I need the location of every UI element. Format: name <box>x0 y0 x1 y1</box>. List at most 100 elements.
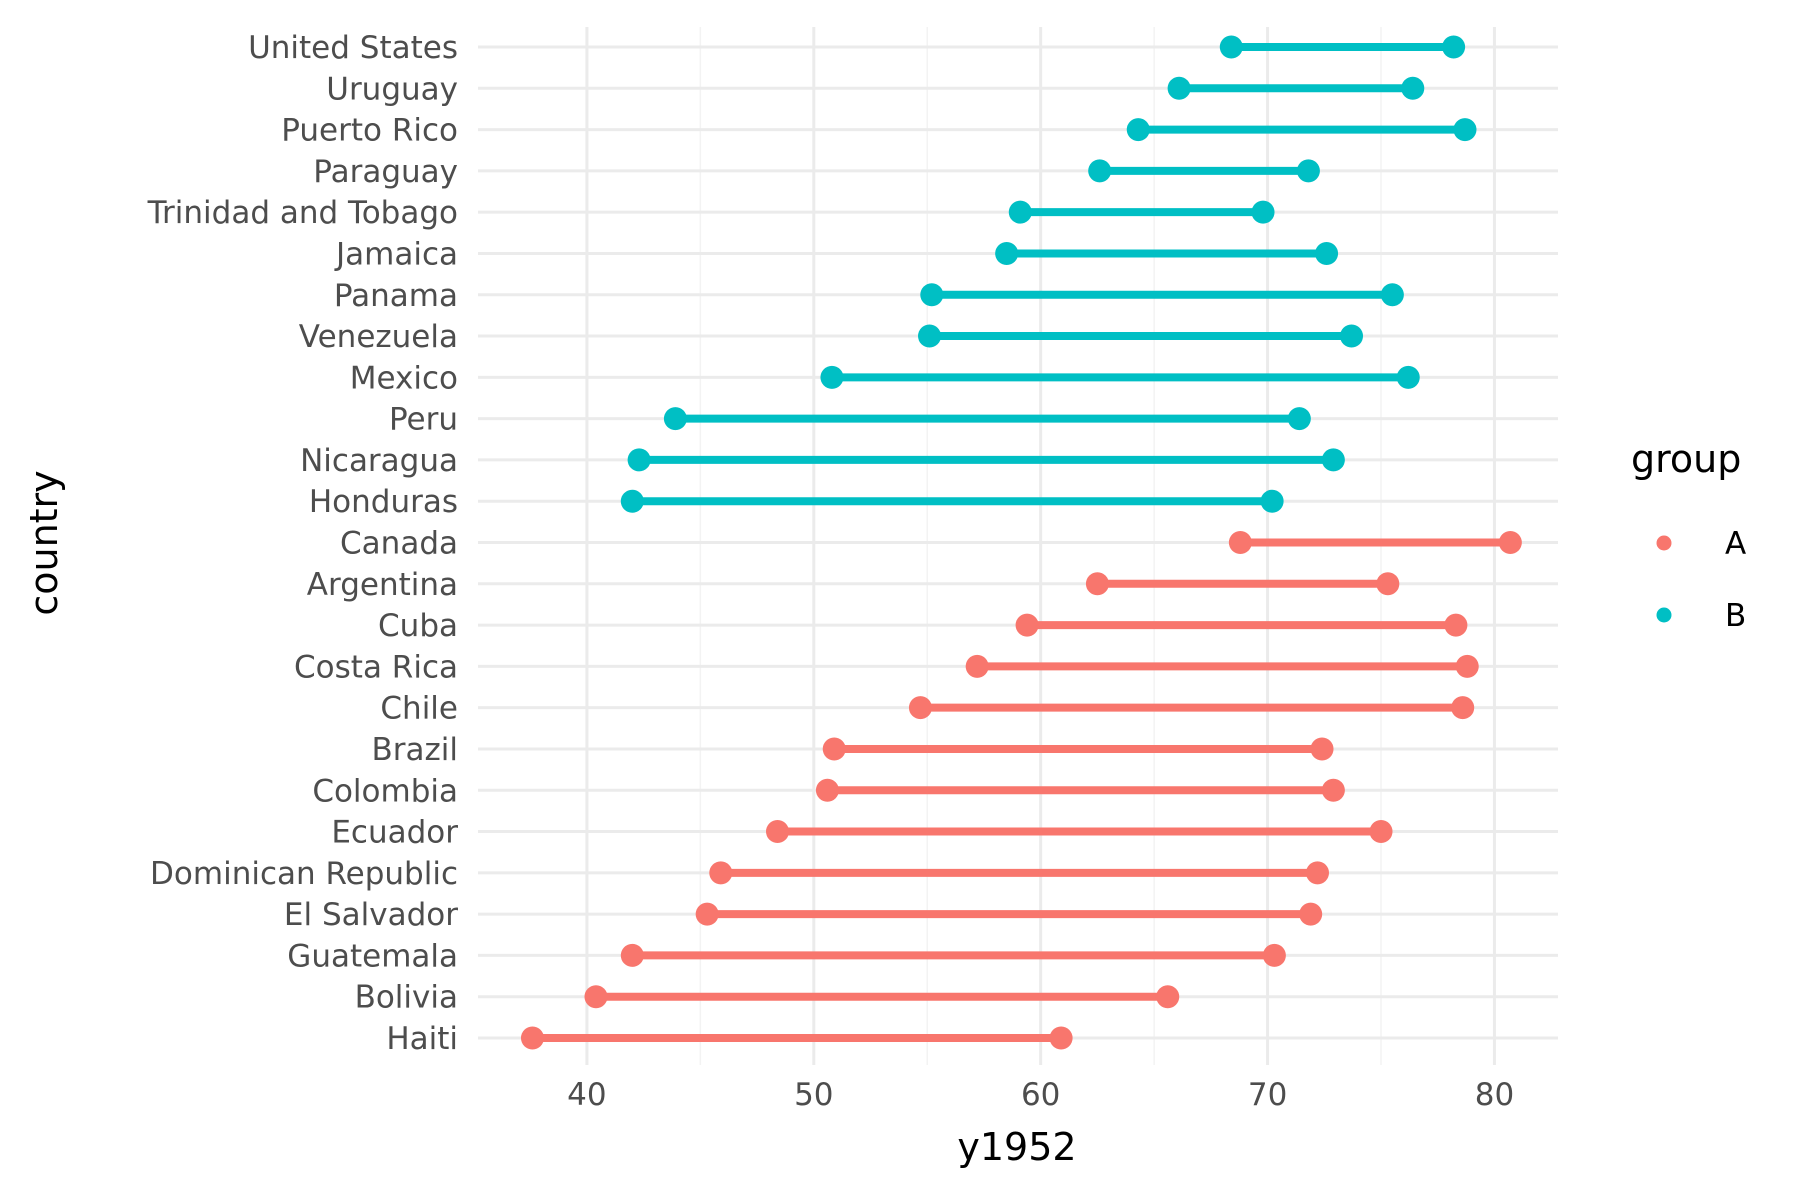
end-point <box>1401 76 1425 100</box>
dumbbell-row <box>820 365 1420 389</box>
end-point <box>1156 985 1180 1009</box>
end-point <box>1451 696 1475 720</box>
dumbbell-row <box>965 654 1479 678</box>
y-tick-label: Argentina <box>307 567 458 603</box>
dumbbell-row <box>815 778 1345 802</box>
start-point <box>1167 76 1191 100</box>
end-point <box>1321 778 1345 802</box>
dumbbell-row <box>1015 613 1468 637</box>
end-point <box>1444 613 1468 637</box>
y-tick-label: Jamaica <box>334 236 458 272</box>
end-point <box>1380 283 1404 307</box>
start-point <box>995 241 1019 265</box>
start-point <box>1008 200 1032 224</box>
end-point <box>1296 159 1320 183</box>
x-tick-label: 50 <box>794 1077 833 1113</box>
dumbbell-row <box>584 985 1180 1009</box>
y-tick-label: Uruguay <box>326 71 458 107</box>
y-tick-label: Costa Rica <box>294 649 458 685</box>
end-point <box>1299 902 1323 926</box>
dumbbell-row <box>908 696 1475 720</box>
end-point <box>1262 943 1286 967</box>
y-tick-label: Canada <box>340 526 458 562</box>
end-point <box>1049 1026 1073 1050</box>
end-point <box>1396 365 1420 389</box>
y-tick-label: Panama <box>334 278 458 314</box>
x-axis-ticks: 40 50 60 70 80 <box>567 1077 1514 1113</box>
legend-entry: B <box>1656 598 1746 634</box>
x-tick-label: 60 <box>1021 1077 1060 1113</box>
legend-key <box>1656 535 1672 551</box>
end-point <box>1287 407 1311 431</box>
dumbbell-row <box>1085 572 1400 596</box>
legend-label: B <box>1725 598 1746 634</box>
start-point <box>965 654 989 678</box>
y-tick-label: Guatemala <box>287 938 458 974</box>
dumbbell-row <box>995 241 1339 265</box>
x-tick-label: 80 <box>1475 1077 1514 1113</box>
start-point <box>709 861 733 885</box>
legend-key <box>1656 607 1672 623</box>
start-point <box>815 778 839 802</box>
start-point <box>820 365 844 389</box>
start-point <box>918 324 942 348</box>
dumbbell-row <box>620 943 1286 967</box>
y-tick-label: El Salvador <box>284 897 458 933</box>
end-point <box>1340 324 1364 348</box>
dumbbell-row <box>1008 200 1275 224</box>
end-point <box>1310 737 1334 761</box>
y-tick-label: United States <box>248 30 458 66</box>
x-tick-label: 70 <box>1248 1077 1287 1113</box>
start-point <box>1228 531 1252 554</box>
dumbbell-row <box>663 407 1311 431</box>
end-point <box>1315 241 1339 265</box>
dumbbell-row <box>1126 118 1477 142</box>
legend-entry: A <box>1656 526 1746 562</box>
y-tick-label: Ecuador <box>331 815 458 851</box>
dumbbell-row <box>822 737 1334 761</box>
y-tick-label: Paraguay <box>313 154 458 190</box>
start-point <box>520 1026 544 1050</box>
end-point <box>1498 531 1522 554</box>
dumbbell-row <box>695 902 1323 926</box>
dumbbell-row <box>765 820 1393 844</box>
legend-label: A <box>1725 526 1746 562</box>
y-axis-title: country <box>22 470 66 615</box>
start-point <box>908 696 932 720</box>
start-point <box>1126 118 1150 142</box>
end-point <box>1455 654 1479 678</box>
start-point <box>1015 613 1039 637</box>
start-point <box>620 943 644 967</box>
end-point <box>1442 35 1466 59</box>
legend-title: group <box>1631 437 1741 481</box>
end-point <box>1305 861 1329 885</box>
start-point <box>1088 159 1112 183</box>
start-point <box>920 283 944 307</box>
end-point <box>1376 572 1400 596</box>
y-tick-label: Colombia <box>312 773 458 809</box>
dumbbell-row <box>520 1026 1073 1050</box>
dumbbell-row <box>1228 531 1522 554</box>
y-tick-label: Honduras <box>309 484 458 520</box>
end-point <box>1251 200 1275 224</box>
dumbbell-row <box>1167 76 1425 100</box>
start-point <box>695 902 719 926</box>
end-point <box>1321 448 1345 472</box>
y-axis-ticks: United States Uruguay Puerto Rico Paraguay T… <box>147 30 459 1057</box>
end-point <box>1453 118 1477 142</box>
y-tick-label: Haiti <box>386 1021 458 1057</box>
x-axis-title: y1952 <box>957 1125 1076 1169</box>
start-point <box>822 737 846 761</box>
y-tick-label: Dominican Republic <box>150 856 458 892</box>
y-tick-label: Nicaragua <box>300 443 458 479</box>
dumbbell-row <box>1219 35 1466 59</box>
dumbbell-row <box>709 861 1329 885</box>
dumbbell-row <box>918 324 1364 348</box>
end-point <box>1369 820 1393 844</box>
y-tick-label: Peru <box>389 402 458 438</box>
dumbbell-row <box>1088 159 1320 183</box>
y-tick-label: Mexico <box>350 360 458 396</box>
y-tick-label: Bolivia <box>355 980 458 1016</box>
y-tick-label: Cuba <box>378 608 458 644</box>
